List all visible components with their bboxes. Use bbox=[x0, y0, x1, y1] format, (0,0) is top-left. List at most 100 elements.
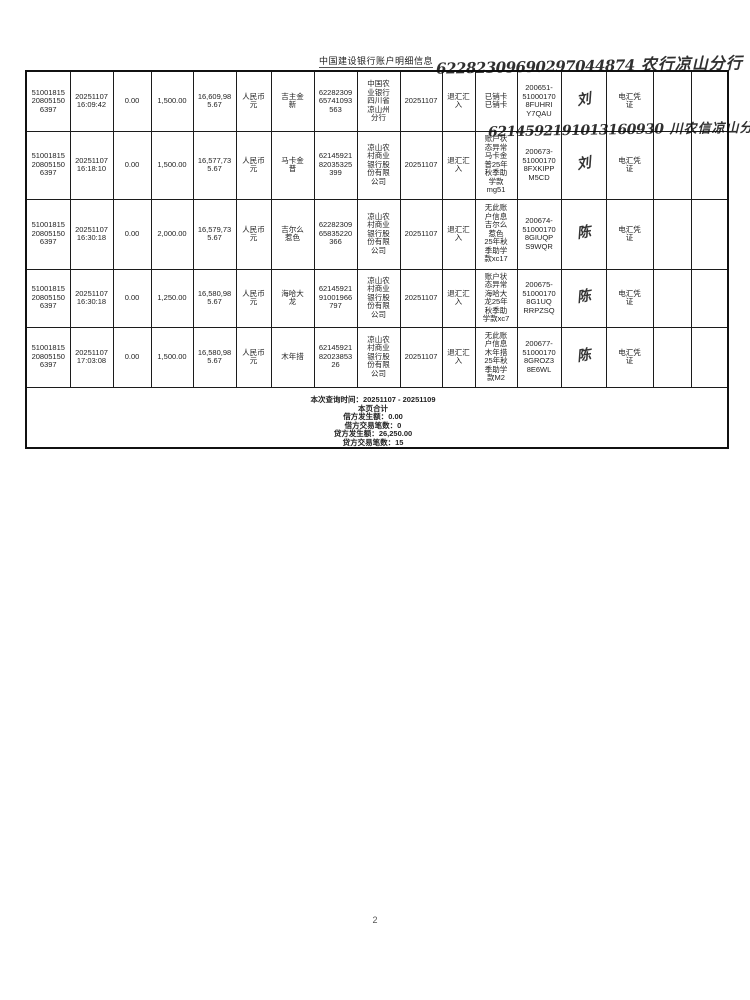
table-row: 51001815 20805150 6397 20251107 16:18:10… bbox=[25, 130, 729, 200]
handwritten-signature: 刘 bbox=[575, 90, 592, 110]
cell-balance: 16,577,73 5.67 bbox=[192, 130, 237, 200]
cell-voucher-type: 电汇凭 证 bbox=[605, 130, 654, 200]
cell-empty bbox=[690, 268, 729, 328]
table-row: 51001815 20805150 6397 20251107 17:03:08… bbox=[25, 326, 729, 388]
cell-counterparty-bank: 凉山农 村商业 银行股 份有限 公司 bbox=[356, 198, 401, 270]
cell-remark: 无此账 户信息 吉尔么 惹色 25年秋 季助学 款xc17 bbox=[474, 198, 518, 270]
cell-counterparty-name: 马卡金 普 bbox=[270, 130, 315, 200]
cell-credit-amount: 1,500.00 bbox=[150, 130, 194, 200]
cell-currency: 人民币 元 bbox=[235, 130, 272, 200]
summary-row: 本次查询时间：20251107 - 20251109 本页合计 借方发生额：0.… bbox=[25, 386, 729, 449]
cell-empty bbox=[652, 326, 692, 388]
cell-trade-type: 退汇汇 入 bbox=[441, 70, 476, 132]
cell-counterparty-account: 62145921 82023853 26 bbox=[313, 326, 358, 388]
cell-signature: 刘 bbox=[560, 70, 607, 132]
cell-remark: 已销卡 已销卡 bbox=[474, 70, 518, 132]
table-row: 51001815 20805150 6397 20251107 16:09:42… bbox=[25, 70, 729, 132]
cell-debit-amount: 0.00 bbox=[112, 70, 152, 132]
credit-amount-label: 贷方发生额： bbox=[333, 429, 379, 438]
cell-trade-date: 20251107 bbox=[399, 268, 443, 328]
cell-trade-type: 退汇汇 入 bbox=[441, 130, 476, 200]
cell-remark: 账户状 态异常 马卡金 普25年 秋季助 学款 mg51 bbox=[474, 130, 518, 200]
cell-trade-date: 20251107 bbox=[399, 70, 443, 132]
credit-amount-value: 26,250.00 bbox=[378, 429, 413, 438]
cell-balance: 16,580,98 5.67 bbox=[192, 268, 237, 328]
cell-account-number: 51001815 20805150 6397 bbox=[25, 70, 71, 132]
cell-voucher-type: 电汇凭 证 bbox=[605, 70, 654, 132]
cell-currency: 人民币 元 bbox=[235, 198, 272, 270]
table-row: 51001815 20805150 6397 20251107 16:30:18… bbox=[25, 268, 729, 328]
cell-account-number: 51001815 20805150 6397 bbox=[25, 268, 71, 328]
cell-balance: 16,579,73 5.67 bbox=[192, 198, 237, 270]
cell-counterparty-account: 62282309 65835220 366 bbox=[313, 198, 358, 270]
debit-count-value: 0 bbox=[397, 420, 402, 430]
cell-empty bbox=[690, 326, 729, 388]
cell-counterparty-account: 62145921 91001966 797 bbox=[313, 268, 358, 328]
cell-currency: 人民币 元 bbox=[235, 268, 272, 328]
cell-reference-number: 200651- 51000170 8FUHRI Y7QAU bbox=[516, 70, 562, 132]
cell-reference-number: 200677- 51000170 8GROZ3 8E6WL bbox=[516, 326, 562, 388]
page-total-label: 本页合计 bbox=[358, 403, 388, 413]
table-row: 51001815 20805150 6397 20251107 16:30:18… bbox=[25, 198, 729, 270]
cell-trade-date: 20251107 bbox=[399, 130, 443, 200]
cell-credit-amount: 1,500.00 bbox=[150, 326, 194, 388]
cell-transaction-time: 20251107 16:09:42 bbox=[69, 70, 114, 132]
cell-empty bbox=[652, 70, 692, 132]
cell-counterparty-bank: 凉山农 村商业 银行股 份有限 公司 bbox=[356, 326, 401, 388]
cell-reference-number: 200673- 51000170 8FXKIPP M5CD bbox=[516, 130, 562, 200]
cell-counterparty-bank: 中国农 业银行 四川省 凉山州 分行 bbox=[356, 70, 401, 132]
cell-debit-amount: 0.00 bbox=[112, 198, 152, 270]
cell-balance: 16,580,98 5.67 bbox=[192, 326, 237, 388]
cell-counterparty-name: 吉尔么 惹色 bbox=[270, 198, 315, 270]
cell-empty bbox=[652, 268, 692, 328]
cell-debit-amount: 0.00 bbox=[112, 268, 152, 328]
handwritten-signature: 陈 bbox=[575, 346, 592, 365]
credit-count-value: 15 bbox=[395, 437, 404, 447]
cell-balance: 16,609,98 5.67 bbox=[192, 70, 237, 132]
cell-credit-amount: 1,250.00 bbox=[150, 268, 194, 328]
cell-counterparty-name: 木年措 bbox=[270, 326, 315, 388]
cell-signature: 陈 bbox=[560, 198, 607, 270]
handwritten-signature: 刘 bbox=[575, 154, 592, 173]
cell-counterparty-name: 海哈大 龙 bbox=[270, 268, 315, 328]
cell-debit-amount: 0.00 bbox=[112, 326, 152, 388]
cell-counterparty-bank: 凉山农 村商业 银行股 份有限 公司 bbox=[356, 130, 401, 200]
cell-counterparty-name: 吉主金 新 bbox=[270, 70, 315, 132]
debit-count-label: 借方交易笔数： bbox=[344, 420, 398, 430]
cell-empty bbox=[652, 198, 692, 270]
cell-trade-type: 退汇汇 入 bbox=[441, 198, 476, 270]
cell-debit-amount: 0.00 bbox=[112, 130, 152, 200]
credit-count-label: 贷方交易笔数： bbox=[342, 437, 396, 447]
query-time-label: 本次查询时间： bbox=[310, 395, 363, 404]
cell-empty bbox=[652, 130, 692, 200]
page-summary: 本次查询时间：20251107 - 20251109 本页合计 借方发生额：0.… bbox=[25, 386, 729, 449]
cell-voucher-type: 电汇凭 证 bbox=[605, 198, 654, 270]
cell-remark: 账户状 态异常 海哈大 龙25年 秋季助 学款xc7 bbox=[474, 268, 518, 328]
document-title-text: 中国建设银行账户明细信息 bbox=[318, 56, 433, 68]
cell-transaction-time: 20251107 17:03:08 bbox=[69, 326, 114, 388]
cell-reference-number: 200675- 51000170 8G1UQ RRPZSQ bbox=[516, 268, 562, 328]
cell-trade-date: 20251107 bbox=[399, 198, 443, 270]
cell-transaction-time: 20251107 16:30:18 bbox=[69, 198, 114, 270]
debit-amount-label: 借方发生额： bbox=[343, 412, 389, 421]
cell-credit-amount: 2,000.00 bbox=[150, 198, 194, 270]
cell-trade-type: 退汇汇 入 bbox=[441, 268, 476, 328]
cell-currency: 人民币 元 bbox=[235, 326, 272, 388]
cell-counterparty-account: 62145921 82035325 399 bbox=[313, 130, 358, 200]
cell-signature: 陈 bbox=[560, 326, 607, 388]
document-title: 中国建设银行账户明细信息 bbox=[25, 54, 727, 68]
query-time-range: 20251107 - 20251109 bbox=[362, 395, 436, 404]
cell-remark: 无此账 户信息 木年措 25年秋 季助学 款M2 bbox=[474, 326, 518, 388]
cell-trade-type: 退汇汇 入 bbox=[441, 326, 476, 388]
cell-empty bbox=[690, 130, 729, 200]
cell-signature: 刘 bbox=[560, 130, 607, 200]
cell-counterparty-account: 62282309 65741093 563 bbox=[313, 70, 358, 132]
cell-currency: 人民币 元 bbox=[235, 70, 272, 132]
cell-empty bbox=[690, 198, 729, 270]
cell-reference-number: 200674- 51000170 8GIUQP S9WQR bbox=[516, 198, 562, 270]
debit-amount-value: 0.00 bbox=[388, 412, 403, 421]
cell-transaction-time: 20251107 16:18:10 bbox=[69, 130, 114, 200]
cell-voucher-type: 电汇凭 证 bbox=[605, 326, 654, 388]
handwritten-signature: 陈 bbox=[575, 287, 592, 306]
